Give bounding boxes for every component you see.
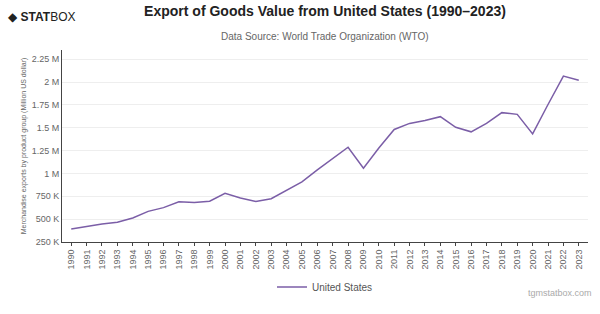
svg-text:1 M: 1 M	[44, 169, 59, 179]
svg-text:2016: 2016	[466, 250, 476, 270]
svg-text:2 M: 2 M	[44, 77, 59, 87]
svg-text:◆ STATBOX: ◆ STATBOX	[8, 10, 75, 24]
svg-text:2006: 2006	[312, 250, 322, 270]
svg-text:2017: 2017	[481, 250, 491, 270]
svg-text:250 K: 250 K	[36, 237, 60, 247]
svg-text:2021: 2021	[543, 250, 553, 270]
svg-text:2010: 2010	[374, 250, 384, 270]
svg-text:2014: 2014	[435, 250, 445, 270]
svg-text:1.75 M: 1.75 M	[32, 100, 60, 110]
svg-text:2002: 2002	[251, 250, 261, 270]
svg-text:2001: 2001	[235, 250, 245, 270]
svg-text:2007: 2007	[328, 250, 338, 270]
svg-text:Export of Goods Value from Uni: Export of Goods Value from United States…	[144, 3, 506, 19]
svg-text:Merchandise exports by product: Merchandise exports by product group (Mi…	[20, 58, 28, 235]
svg-text:1992: 1992	[97, 250, 107, 270]
svg-text:1997: 1997	[174, 250, 184, 270]
svg-text:1.5 M: 1.5 M	[37, 123, 60, 133]
svg-text:750 K: 750 K	[36, 191, 60, 201]
svg-text:2009: 2009	[358, 250, 368, 270]
svg-text:2013: 2013	[420, 250, 430, 270]
svg-text:2018: 2018	[497, 250, 507, 270]
svg-text:1996: 1996	[158, 250, 168, 270]
svg-text:2003: 2003	[266, 250, 276, 270]
svg-text:Data Source: World Trade Organ: Data Source: World Trade Organization (W…	[221, 31, 429, 42]
svg-text:2005: 2005	[297, 250, 307, 270]
svg-text:2.25 M: 2.25 M	[32, 54, 60, 64]
svg-text:1991: 1991	[82, 250, 92, 270]
svg-text:1999: 1999	[205, 250, 215, 270]
svg-text:2020: 2020	[528, 250, 538, 270]
svg-text:2008: 2008	[343, 250, 353, 270]
svg-text:2012: 2012	[405, 250, 415, 270]
svg-text:2019: 2019	[512, 250, 522, 270]
svg-text:United States: United States	[312, 282, 372, 293]
svg-text:1990: 1990	[66, 250, 76, 270]
svg-text:2011: 2011	[389, 250, 399, 269]
svg-text:2004: 2004	[281, 250, 291, 270]
svg-text:2023: 2023	[574, 250, 584, 270]
svg-text:tgmstatbox.com: tgmstatbox.com	[528, 288, 592, 298]
svg-text:2015: 2015	[451, 250, 461, 270]
svg-text:1993: 1993	[112, 250, 122, 270]
svg-text:1.25 M: 1.25 M	[32, 146, 60, 156]
svg-text:1994: 1994	[128, 250, 138, 270]
svg-text:1998: 1998	[189, 250, 199, 270]
svg-text:2000: 2000	[220, 250, 230, 270]
svg-text:500 K: 500 K	[36, 214, 60, 224]
svg-text:1995: 1995	[143, 250, 153, 270]
svg-text:2022: 2022	[558, 250, 568, 270]
